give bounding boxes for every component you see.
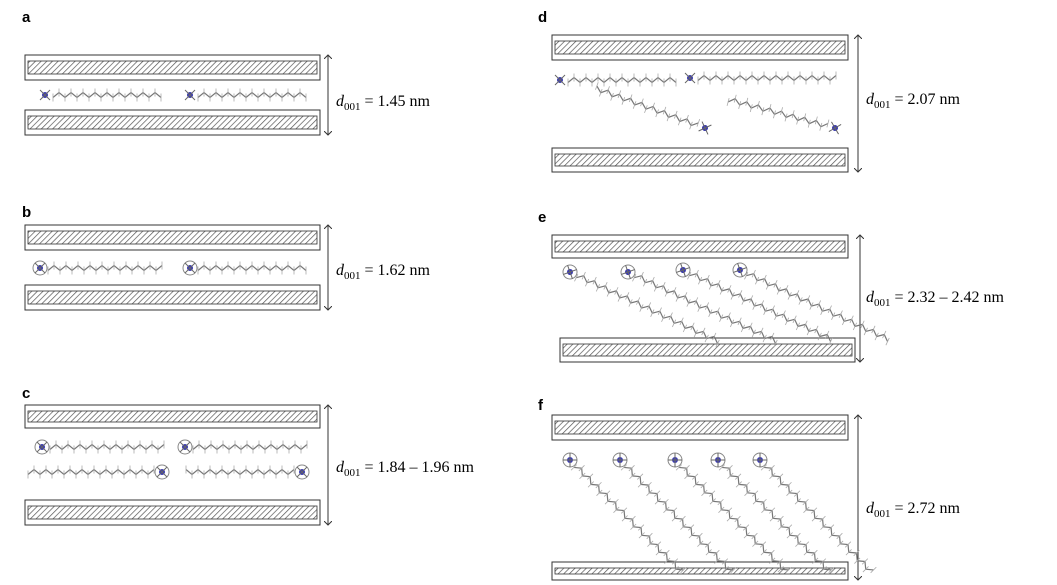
- surfactant-molecule: [40, 89, 161, 102]
- clay-layer-hatch: [563, 344, 852, 356]
- panel-label: a: [22, 9, 31, 26]
- panel-label: f: [538, 397, 544, 414]
- spacing-subscript: 001: [874, 508, 891, 520]
- surfactant-molecule: [685, 72, 836, 85]
- spacing-label: d001= 1.84 – 1.96 nm: [336, 459, 475, 479]
- spacing-value: = 1.84 – 1.96 nm: [365, 459, 475, 476]
- clay-layer-hatch: [555, 41, 845, 54]
- surfactant-molecule: [594, 82, 712, 136]
- spacing-label: d001= 1.45 nm: [336, 93, 431, 113]
- clay-layer-hatch: [28, 231, 317, 244]
- spacing-label: d001= 2.72 nm: [866, 500, 961, 520]
- alkyl-chain: [193, 445, 307, 450]
- spacing-subscript: 001: [344, 101, 361, 113]
- panel-label: d: [538, 9, 547, 26]
- spacing-subscript: 001: [874, 99, 891, 111]
- clay-layer-hatch: [28, 291, 317, 304]
- spacing-label: d001= 1.62 nm: [336, 262, 431, 282]
- clay-layer-hatch: [28, 116, 317, 129]
- surfactant-molecule: [183, 261, 306, 275]
- alkyl-chain: [698, 76, 836, 81]
- spacing-label: d001= 2.32 – 2.42 nm: [866, 289, 1005, 309]
- panel-label: c: [22, 385, 30, 402]
- alkyl-chain: [28, 470, 154, 475]
- spacing-subscript: 001: [344, 270, 361, 282]
- panel-label: e: [538, 209, 546, 226]
- surfactant-molecule: [33, 261, 162, 275]
- alkyl-chain: [574, 464, 684, 574]
- surfactant-molecule: [178, 440, 307, 454]
- surfactant-molecule: [560, 450, 687, 577]
- spacing-value: = 1.45 nm: [365, 93, 431, 110]
- spacing-subscript: 001: [874, 297, 891, 309]
- surfactant-molecule: [35, 440, 164, 454]
- spacing-value: = 2.72 nm: [895, 500, 961, 517]
- clay-layer-hatch: [555, 241, 845, 252]
- figure: ad001= 1.45 nmbd001= 1.62 nmcd001= 1.84 …: [0, 0, 1057, 585]
- surfactant-molecule: [185, 89, 306, 102]
- surfactant-molecule: [28, 465, 169, 479]
- surfactant-molecule: [727, 93, 841, 135]
- alkyl-chain: [624, 464, 734, 574]
- clay-layer-hatch: [555, 421, 845, 434]
- spacing-value: = 2.07 nm: [895, 91, 961, 108]
- spacing-value: = 1.62 nm: [365, 262, 431, 279]
- alkyl-chain: [50, 445, 164, 450]
- spacing-label: d001= 2.07 nm: [866, 91, 961, 111]
- clay-layer-hatch: [28, 61, 317, 74]
- clay-layer-hatch: [28, 506, 317, 519]
- panel-label: b: [22, 204, 31, 221]
- spacing-value: = 2.32 – 2.42 nm: [895, 289, 1005, 306]
- alkyl-chain: [728, 97, 828, 128]
- clay-layer-hatch: [555, 154, 845, 166]
- clay-layer-hatch: [28, 411, 317, 422]
- surfactant-molecule: [610, 450, 737, 577]
- clay-layer-hatch: [555, 568, 845, 574]
- alkyl-chain: [48, 266, 162, 271]
- surfactant-molecule: [555, 74, 676, 87]
- surfactant-molecule: [186, 465, 309, 479]
- spacing-subscript: 001: [344, 467, 361, 479]
